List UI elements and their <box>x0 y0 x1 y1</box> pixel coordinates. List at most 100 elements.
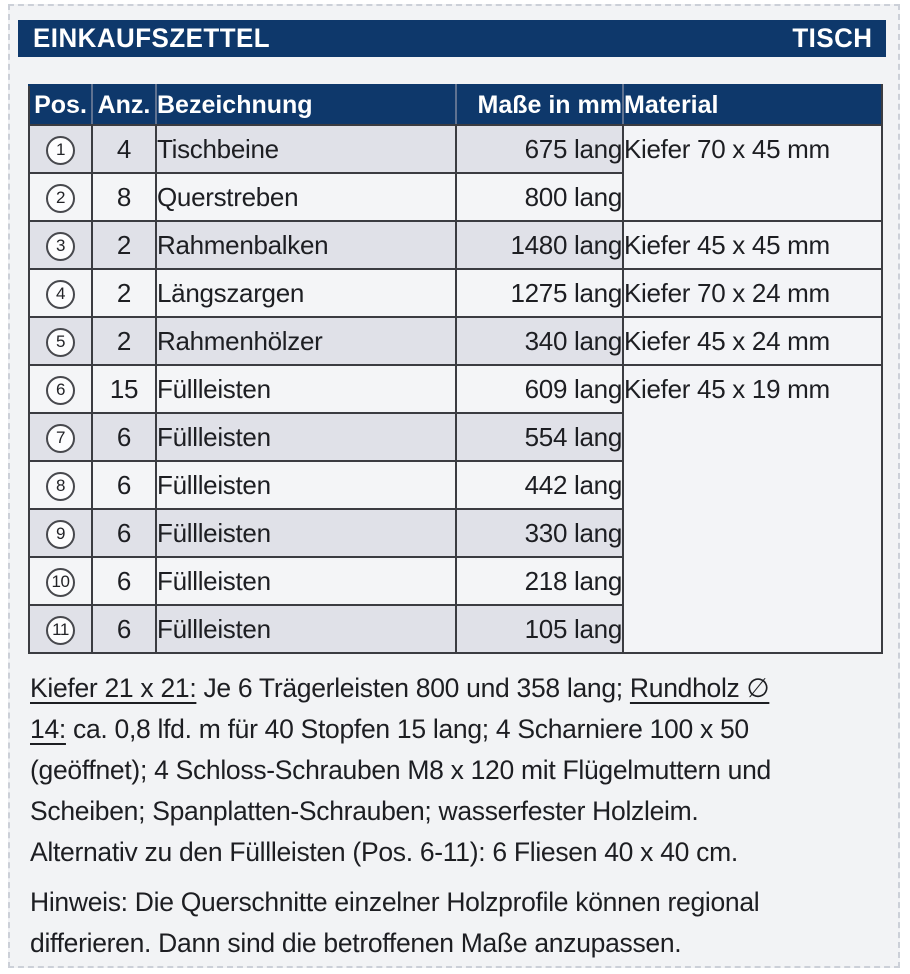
materials-note-line: Kiefer 21 x 21: Je 6 Trägerleisten 800 u… <box>30 668 886 709</box>
position-number-circle: 2 <box>46 183 75 213</box>
table-row: 7 6 Füllleisten 554 lang <box>28 412 882 462</box>
dimensions-cell: 609 lang <box>455 364 624 414</box>
position-cell: 11 <box>28 604 93 654</box>
table-row: 3 2 Rahmenbalken 1480 lang Kiefer 45 x 45 mm <box>28 220 883 270</box>
materials-note-line: Scheiben; Spanplatten-Schrauben; wasserf… <box>30 791 886 832</box>
position-number-circle: 11 <box>46 615 75 645</box>
title-bar: EINKAUFSZETTEL TISCH <box>18 20 886 57</box>
description-cell: Querstreben <box>155 172 457 222</box>
position-number-circle: 6 <box>46 375 75 405</box>
quantity-cell: 15 <box>91 364 157 414</box>
text-segment: Alternativ zu den Füllleisten (Pos. 6-11… <box>30 837 738 867</box>
text-segment: ca. 0,8 lfd. m für 40 Stopfen 15 lang; 4… <box>65 714 749 744</box>
description-cell: Füllleisten <box>155 508 457 558</box>
position-cell: 3 <box>28 220 93 270</box>
description-cell: Füllleisten <box>155 412 457 462</box>
shopping-list-table: Pos. Anz. Bezeichnung Maße in mm Materia… <box>28 84 883 654</box>
position-cell: 10 <box>28 556 93 606</box>
column-header-masse: Maße in mm <box>455 84 624 126</box>
table-header-row: Pos. Anz. Bezeichnung Maße in mm Materia… <box>28 84 883 126</box>
position-cell: 5 <box>28 316 93 366</box>
quantity-cell: 6 <box>91 460 157 510</box>
hint-note-line: Hinweis: Die Querschnitte einzelner Holz… <box>30 882 886 923</box>
dimensions-cell: 218 lang <box>455 556 624 606</box>
material-cell: Kiefer 70 x 45 mm <box>622 124 883 222</box>
page-title: EINKAUFSZETTEL <box>33 23 271 53</box>
dimensions-cell: 1480 lang <box>455 220 624 270</box>
quantity-cell: 6 <box>91 508 157 558</box>
table-row: 5 2 Rahmenhölzer 340 lang Kiefer 45 x 24 mm <box>28 316 883 366</box>
text-segment: Hinweis: Die Querschnitte einzelner Holz… <box>30 887 760 917</box>
underlined-text-segment: Rundholz ∅ <box>629 673 770 703</box>
dimensions-cell: 800 lang <box>455 172 624 222</box>
description-cell: Längszargen <box>155 268 457 318</box>
table-row: 2 8 Querstreben 800 lang <box>28 172 882 222</box>
dimensions-cell: 675 lang <box>455 124 624 174</box>
column-header-anz: Anz. <box>91 84 157 126</box>
text-segment: Je 6 Trägerleisten 800 und 358 lang; <box>196 673 630 703</box>
material-cell: Kiefer 45 x 45 mm <box>622 220 883 270</box>
dimensions-cell: 330 lang <box>455 508 624 558</box>
table-row: 4 2 Längszargen 1275 lang Kiefer 70 x 24 mm <box>28 268 883 318</box>
description-cell: Tischbeine <box>155 124 457 174</box>
dimensions-cell: 105 lang <box>455 604 624 654</box>
text-segment: differieren. Dann sind die betroffenen M… <box>30 928 682 958</box>
description-cell: Füllleisten <box>155 604 457 654</box>
dimensions-cell: 1275 lang <box>455 268 624 318</box>
quantity-cell: 6 <box>91 412 157 462</box>
position-number-circle: 3 <box>46 231 75 261</box>
position-number-circle: 4 <box>46 279 75 309</box>
text-segment: (geöffnet); 4 Schloss-Schrauben M8 x 120… <box>30 755 771 785</box>
materials-notes-paragraph: Kiefer 21 x 21: Je 6 Trägerleisten 800 u… <box>30 668 886 873</box>
position-number-circle: 5 <box>46 327 75 357</box>
description-cell: Füllleisten <box>155 364 457 414</box>
position-number-circle: 1 <box>46 135 75 165</box>
table-row: 9 6 Füllleisten 330 lang <box>28 508 882 558</box>
position-cell: 8 <box>28 460 93 510</box>
position-number-circle: 7 <box>46 423 75 453</box>
position-number-circle: 9 <box>46 519 75 549</box>
position-cell: 7 <box>28 412 93 462</box>
quantity-cell: 6 <box>91 556 157 606</box>
materials-note-line: (geöffnet); 4 Schloss-Schrauben M8 x 120… <box>30 750 886 791</box>
dimensions-cell: 554 lang <box>455 412 624 462</box>
position-cell: 4 <box>28 268 93 318</box>
material-cell: Kiefer 45 x 24 mm <box>622 316 883 366</box>
table-row: 10 6 Füllleisten 218 lang <box>28 556 882 606</box>
description-cell: Füllleisten <box>155 556 457 606</box>
dimensions-cell: 340 lang <box>455 316 624 366</box>
table-row: 8 6 Füllleisten 442 lang <box>28 460 882 510</box>
position-number-circle: 8 <box>46 471 75 501</box>
description-cell: Rahmenbalken <box>155 220 457 270</box>
quantity-cell: 2 <box>91 268 157 318</box>
hint-paragraph: Hinweis: Die Querschnitte einzelner Holz… <box>30 882 886 964</box>
materials-note-line: 14: ca. 0,8 lfd. m für 40 Stopfen 15 lan… <box>30 709 886 750</box>
position-cell: 6 <box>28 364 93 414</box>
column-header-pos: Pos. <box>28 84 93 126</box>
text-segment: Scheiben; Spanplatten-Schrauben; wasserf… <box>30 796 699 826</box>
quantity-cell: 2 <box>91 316 157 366</box>
material-cell: Kiefer 45 x 19 mm <box>622 364 883 654</box>
underlined-text-segment: Kiefer 21 x 21: <box>30 673 197 703</box>
position-number-circle: 10 <box>46 567 75 597</box>
position-cell: 2 <box>28 172 93 222</box>
description-cell: Rahmenhölzer <box>155 316 457 366</box>
table-row: 1 4 Tischbeine 675 lang Kiefer 70 x 45 mm <box>28 124 883 222</box>
page-subtitle: TISCH <box>791 23 872 53</box>
description-cell: Füllleisten <box>155 460 457 510</box>
position-cell: 9 <box>28 508 93 558</box>
table-row: 6 15 Füllleisten 609 lang Kiefer 45 x 19 mm <box>28 364 883 654</box>
material-cell: Kiefer 70 x 24 mm <box>622 268 883 318</box>
quantity-cell: 8 <box>91 172 157 222</box>
position-cell: 1 <box>28 124 93 174</box>
quantity-cell: 4 <box>91 124 157 174</box>
materials-note-line: Alternativ zu den Füllleisten (Pos. 6-11… <box>30 832 886 873</box>
column-header-bezeichnung: Bezeichnung <box>155 84 457 126</box>
quantity-cell: 2 <box>91 220 157 270</box>
quantity-cell: 6 <box>91 604 157 654</box>
underlined-text-segment: 14: <box>30 714 66 744</box>
hint-note-line: differieren. Dann sind die betroffenen M… <box>30 923 886 964</box>
column-header-material: Material <box>622 84 883 126</box>
dimensions-cell: 442 lang <box>455 460 624 510</box>
